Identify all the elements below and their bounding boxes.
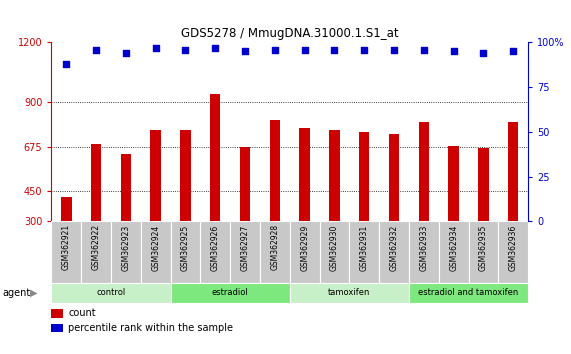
- Point: [479, 50, 488, 56]
- Bar: [409, 283, 528, 303]
- Bar: [171, 221, 200, 283]
- Bar: [359, 132, 369, 221]
- Bar: [51, 309, 63, 318]
- Bar: [419, 122, 429, 221]
- Text: GSM362936: GSM362936: [509, 224, 518, 271]
- Bar: [498, 221, 528, 283]
- Bar: [260, 221, 289, 283]
- Bar: [151, 130, 161, 221]
- Bar: [240, 147, 250, 221]
- Bar: [51, 221, 81, 283]
- Bar: [230, 221, 260, 283]
- Bar: [439, 221, 469, 283]
- Point: [151, 45, 160, 51]
- Text: control: control: [96, 289, 126, 297]
- Bar: [61, 198, 71, 221]
- Bar: [469, 221, 498, 283]
- Bar: [289, 221, 320, 283]
- Text: GSM362922: GSM362922: [91, 224, 100, 270]
- Point: [419, 47, 428, 52]
- Point: [181, 47, 190, 52]
- Text: GSM362926: GSM362926: [211, 224, 220, 270]
- Point: [449, 48, 459, 54]
- Text: count: count: [68, 308, 96, 318]
- Bar: [299, 128, 310, 221]
- Text: agent: agent: [3, 288, 31, 298]
- Text: GSM362928: GSM362928: [271, 224, 279, 270]
- Bar: [120, 154, 131, 221]
- Bar: [289, 283, 409, 303]
- Point: [389, 47, 399, 52]
- Text: ▶: ▶: [30, 288, 37, 298]
- Text: GSM362925: GSM362925: [181, 224, 190, 270]
- Text: GSM362935: GSM362935: [479, 224, 488, 271]
- Point: [121, 50, 130, 56]
- Point: [211, 45, 220, 51]
- Bar: [200, 221, 230, 283]
- Text: estradiol and tamoxifen: estradiol and tamoxifen: [419, 289, 518, 297]
- Text: GSM362927: GSM362927: [240, 224, 250, 270]
- Title: GDS5278 / MmugDNA.31000.1.S1_at: GDS5278 / MmugDNA.31000.1.S1_at: [181, 27, 399, 40]
- Point: [330, 47, 339, 52]
- Bar: [210, 94, 220, 221]
- Point: [270, 47, 279, 52]
- Text: percentile rank within the sample: percentile rank within the sample: [68, 323, 233, 333]
- Bar: [81, 221, 111, 283]
- Point: [62, 61, 71, 67]
- Text: GSM362933: GSM362933: [419, 224, 428, 271]
- Bar: [379, 221, 409, 283]
- Text: GSM362932: GSM362932: [389, 224, 399, 270]
- Text: estradiol: estradiol: [212, 289, 248, 297]
- Point: [91, 47, 100, 52]
- Point: [509, 48, 518, 54]
- Bar: [141, 221, 171, 283]
- Text: GSM362930: GSM362930: [330, 224, 339, 271]
- Text: GSM362923: GSM362923: [122, 224, 130, 270]
- Bar: [508, 122, 518, 221]
- Bar: [349, 221, 379, 283]
- Bar: [409, 221, 439, 283]
- Point: [360, 47, 369, 52]
- Text: GSM362931: GSM362931: [360, 224, 369, 270]
- Text: GSM362921: GSM362921: [62, 224, 71, 270]
- Bar: [51, 324, 63, 332]
- Point: [240, 48, 250, 54]
- Bar: [478, 148, 489, 221]
- Point: [300, 47, 309, 52]
- Text: GSM362929: GSM362929: [300, 224, 309, 270]
- Bar: [320, 221, 349, 283]
- Bar: [448, 146, 459, 221]
- Bar: [180, 130, 191, 221]
- Bar: [389, 134, 399, 221]
- Text: tamoxifen: tamoxifen: [328, 289, 371, 297]
- Text: GSM362934: GSM362934: [449, 224, 458, 271]
- Bar: [111, 221, 141, 283]
- Bar: [91, 144, 101, 221]
- Text: GSM362924: GSM362924: [151, 224, 160, 270]
- Bar: [270, 120, 280, 221]
- Bar: [329, 130, 340, 221]
- Bar: [171, 283, 290, 303]
- Bar: [51, 283, 171, 303]
